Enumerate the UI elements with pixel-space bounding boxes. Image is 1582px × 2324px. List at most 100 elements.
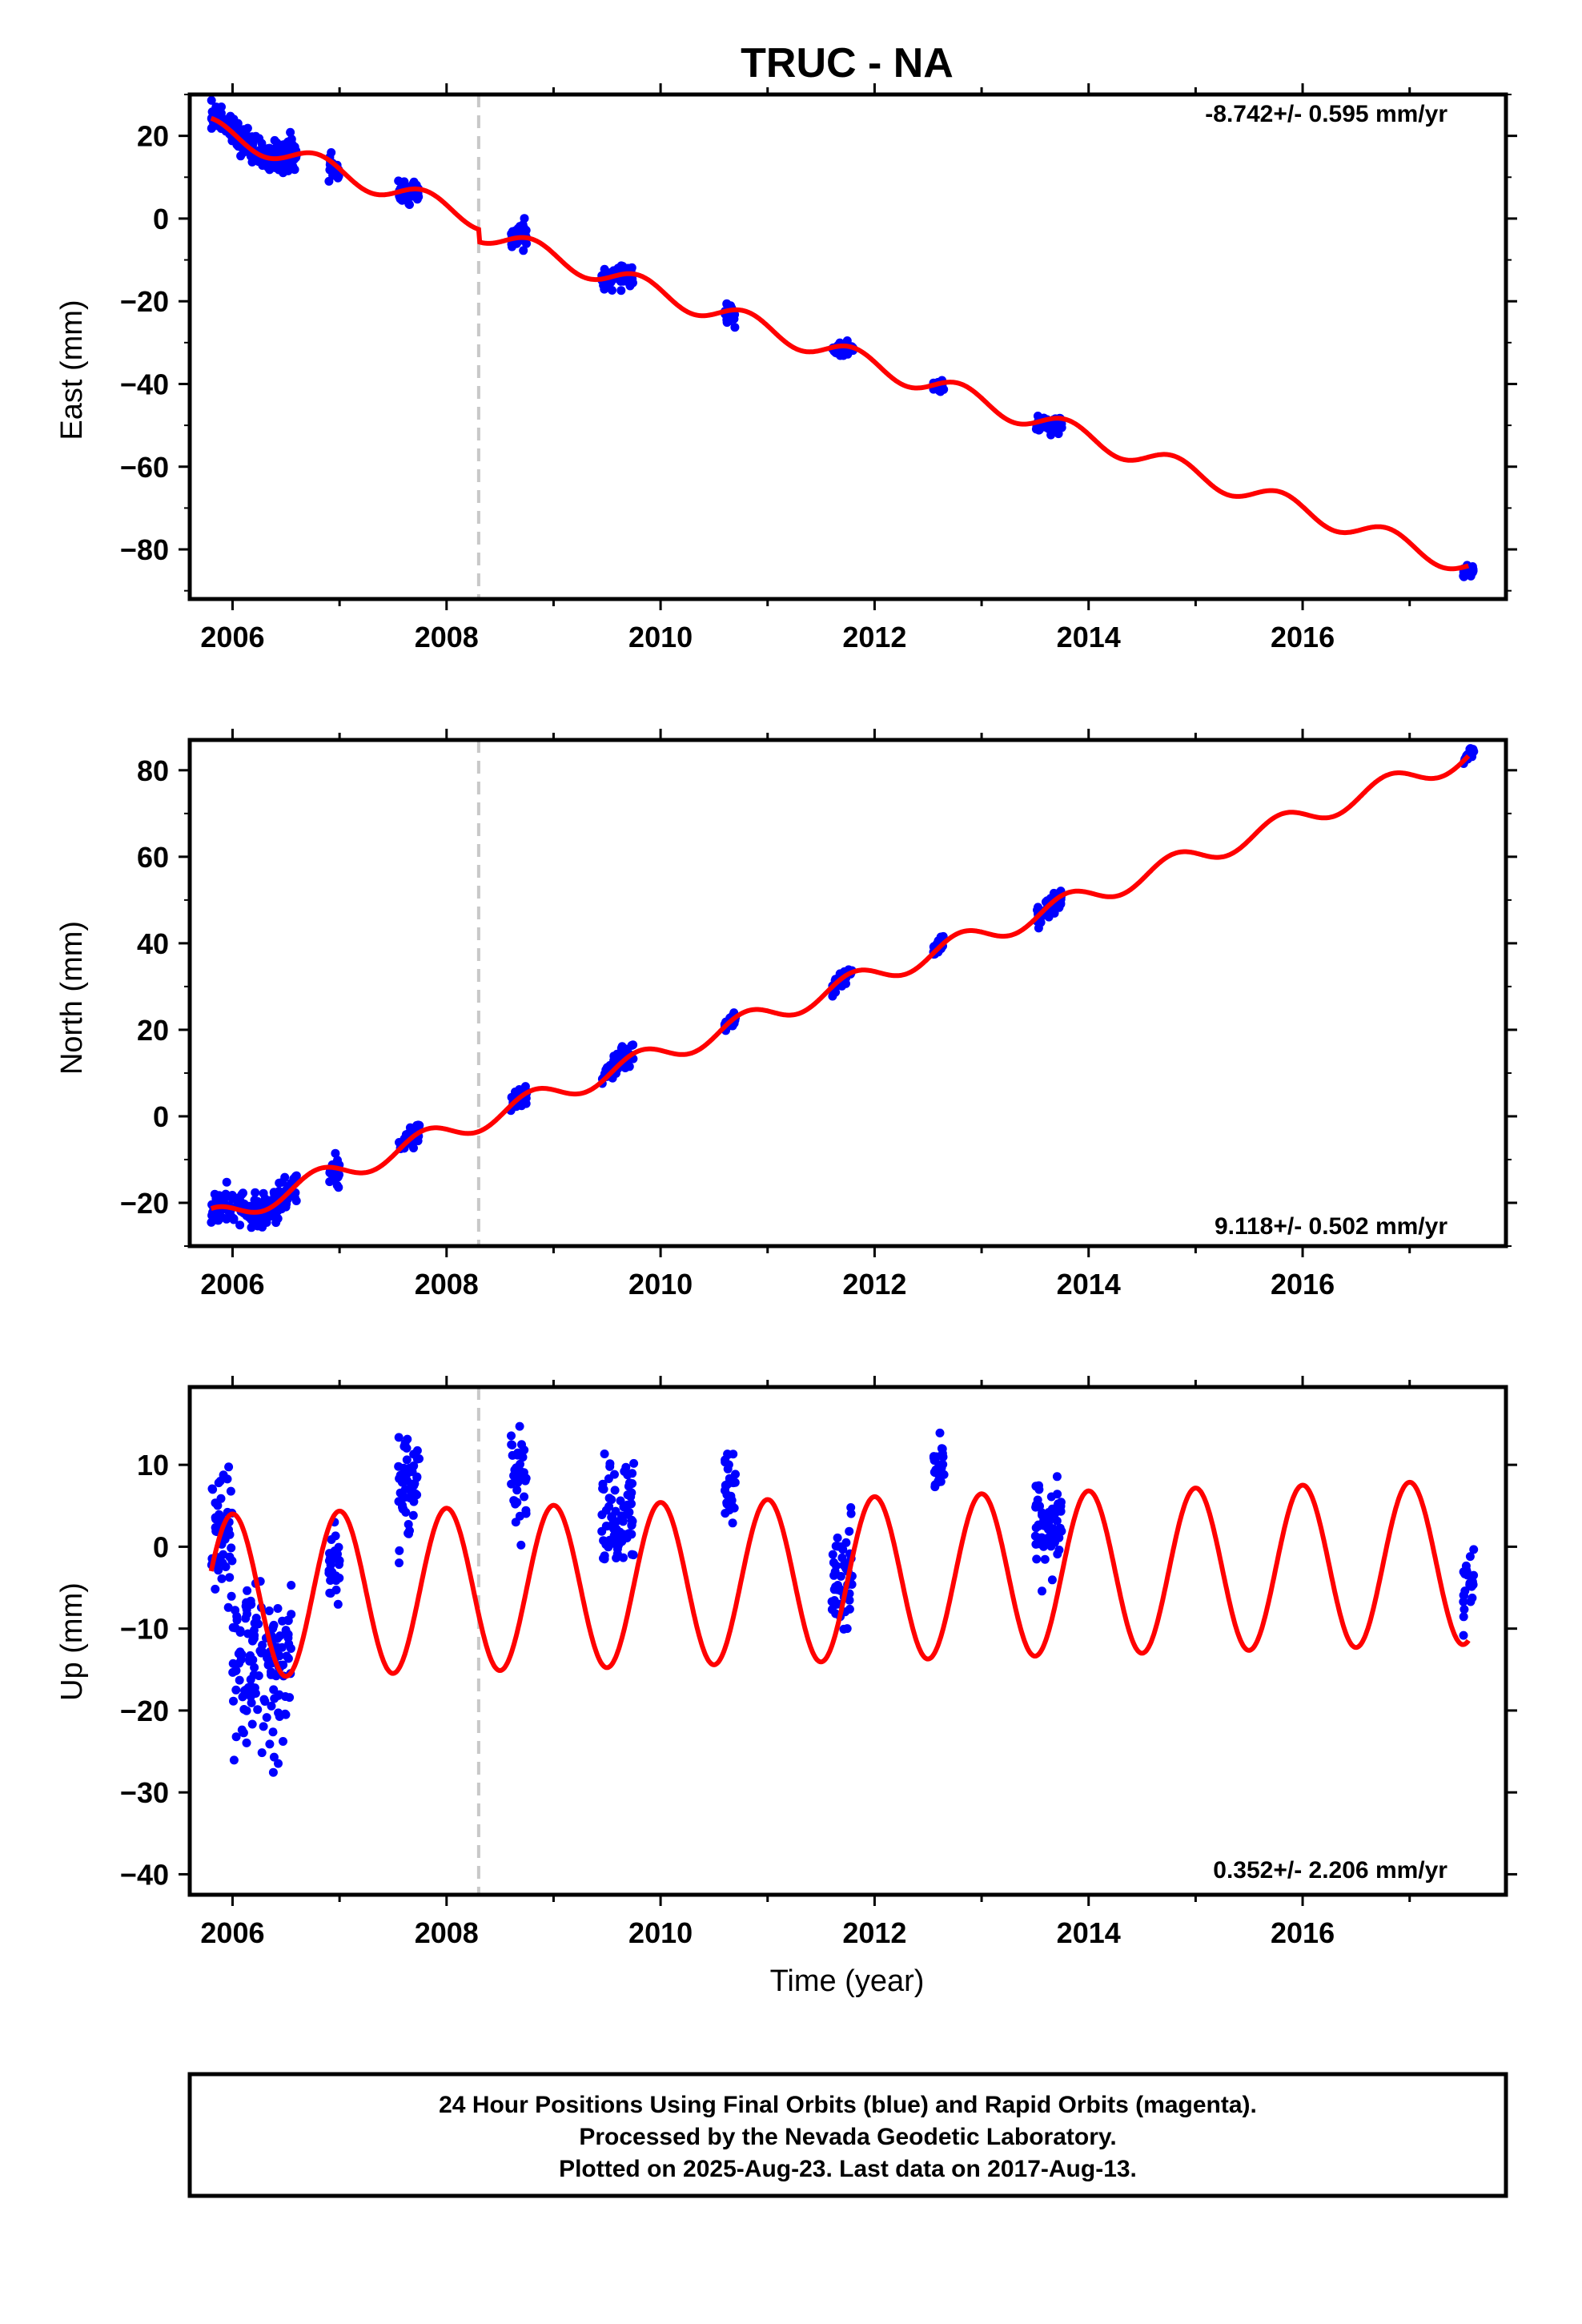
data-point	[333, 1599, 343, 1609]
data-point	[1052, 1516, 1062, 1526]
data-point	[625, 1490, 635, 1499]
footer-box: 24 Hour Positions Using Final Orbits (bl…	[187, 2072, 1508, 2198]
data-point	[275, 1651, 284, 1660]
data-point	[255, 1647, 265, 1655]
data-point	[604, 1474, 613, 1483]
data-point	[394, 1433, 404, 1442]
data-point	[278, 1616, 287, 1626]
x-tick-label: 2012	[842, 1268, 906, 1301]
data-point	[275, 1712, 284, 1721]
data-point	[243, 1609, 251, 1618]
data-point	[247, 1682, 256, 1691]
y-tick-label: 40	[137, 927, 169, 960]
data-point	[241, 1602, 251, 1611]
y-tick-label: 0	[153, 1530, 169, 1563]
data-point	[1039, 1521, 1049, 1530]
data-point	[1459, 1612, 1468, 1622]
data-point	[218, 1212, 227, 1222]
data-point	[1460, 1568, 1470, 1577]
x-tick-label: 2014	[1057, 1916, 1121, 1949]
data-point	[936, 1477, 946, 1486]
data-point	[214, 1566, 223, 1575]
data-point	[249, 1634, 259, 1643]
x-tick-label: 2016	[1271, 1268, 1335, 1301]
data-point	[602, 1522, 612, 1531]
data-point	[228, 1667, 238, 1677]
data-point	[398, 1492, 408, 1501]
data-point	[724, 1460, 733, 1470]
data-point	[402, 1455, 412, 1465]
data-point	[404, 1529, 413, 1538]
data-points-group	[207, 744, 1479, 1232]
data-point	[277, 1204, 287, 1214]
data-point	[399, 1463, 408, 1473]
data-point	[517, 1440, 526, 1449]
data-point	[274, 1759, 283, 1768]
data-point	[236, 1199, 246, 1208]
data-point	[617, 1537, 627, 1546]
y-tick-label: 0	[153, 1100, 169, 1133]
data-point	[269, 1752, 279, 1762]
data-point	[269, 1685, 279, 1695]
data-point	[207, 95, 216, 105]
data-point	[228, 1622, 238, 1632]
data-point	[507, 1440, 516, 1449]
data-point	[829, 1585, 839, 1594]
data-point	[281, 1626, 291, 1635]
data-point	[931, 1468, 940, 1478]
footer-line-3: Plotted on 2025-Aug-23. Last data on 201…	[559, 2156, 1137, 2182]
data-point	[1459, 1630, 1468, 1640]
rate-label-east: -8.742+/- 0.595 mm/yr	[1205, 101, 1447, 127]
data-point	[833, 1542, 842, 1551]
x-tick-label: 2014	[1057, 621, 1121, 653]
data-point	[263, 1653, 272, 1663]
data-point	[828, 1550, 837, 1559]
xlabel-time: Time (year)	[770, 1964, 925, 1998]
data-point	[829, 1570, 839, 1580]
data-point	[624, 1507, 634, 1517]
data-point	[272, 1212, 281, 1222]
data-points-group	[207, 95, 1478, 581]
data-point	[257, 1215, 266, 1224]
data-point	[250, 1663, 259, 1672]
footer-line-2: Processed by the Nevada Geodetic Laborat…	[579, 2124, 1116, 2150]
ylabel-north: North (mm)	[55, 921, 89, 1075]
data-point	[612, 1544, 622, 1554]
data-point	[1053, 1550, 1062, 1559]
data-point	[215, 1558, 225, 1567]
data-point	[263, 1660, 273, 1670]
rate-label-north: 9.118+/- 0.502 mm/yr	[1215, 1213, 1447, 1240]
data-point	[400, 1441, 409, 1451]
model-fit-line	[210, 754, 1471, 1215]
data-point	[327, 1535, 336, 1544]
data-point	[837, 1553, 847, 1562]
data-point	[845, 1526, 854, 1536]
data-point	[326, 1589, 335, 1598]
data-point	[217, 1574, 227, 1583]
data-point	[1039, 1534, 1049, 1543]
data-point	[937, 1463, 946, 1473]
data-point	[232, 1611, 242, 1621]
x-tick-label: 2010	[628, 621, 693, 653]
data-point	[599, 1485, 608, 1494]
data-point	[324, 176, 334, 186]
data-point	[728, 1518, 737, 1528]
data-point	[507, 1431, 516, 1441]
data-point	[1034, 424, 1043, 433]
x-tick-label: 2008	[415, 1916, 479, 1949]
data-point	[731, 1470, 740, 1479]
data-point	[273, 1604, 283, 1613]
x-tick-label: 2006	[200, 1268, 264, 1301]
data-point	[841, 1538, 851, 1547]
x-tick-label: 2012	[842, 1916, 906, 1949]
data-point	[243, 1586, 252, 1595]
data-point	[278, 1177, 287, 1187]
data-point	[409, 1497, 419, 1506]
data-point	[235, 1220, 245, 1230]
data-point	[211, 1526, 221, 1536]
data-point	[325, 1168, 335, 1177]
data-point	[1460, 1605, 1469, 1614]
data-point	[229, 1755, 239, 1765]
plot-frame	[187, 738, 1508, 1248]
data-point	[404, 1520, 413, 1529]
